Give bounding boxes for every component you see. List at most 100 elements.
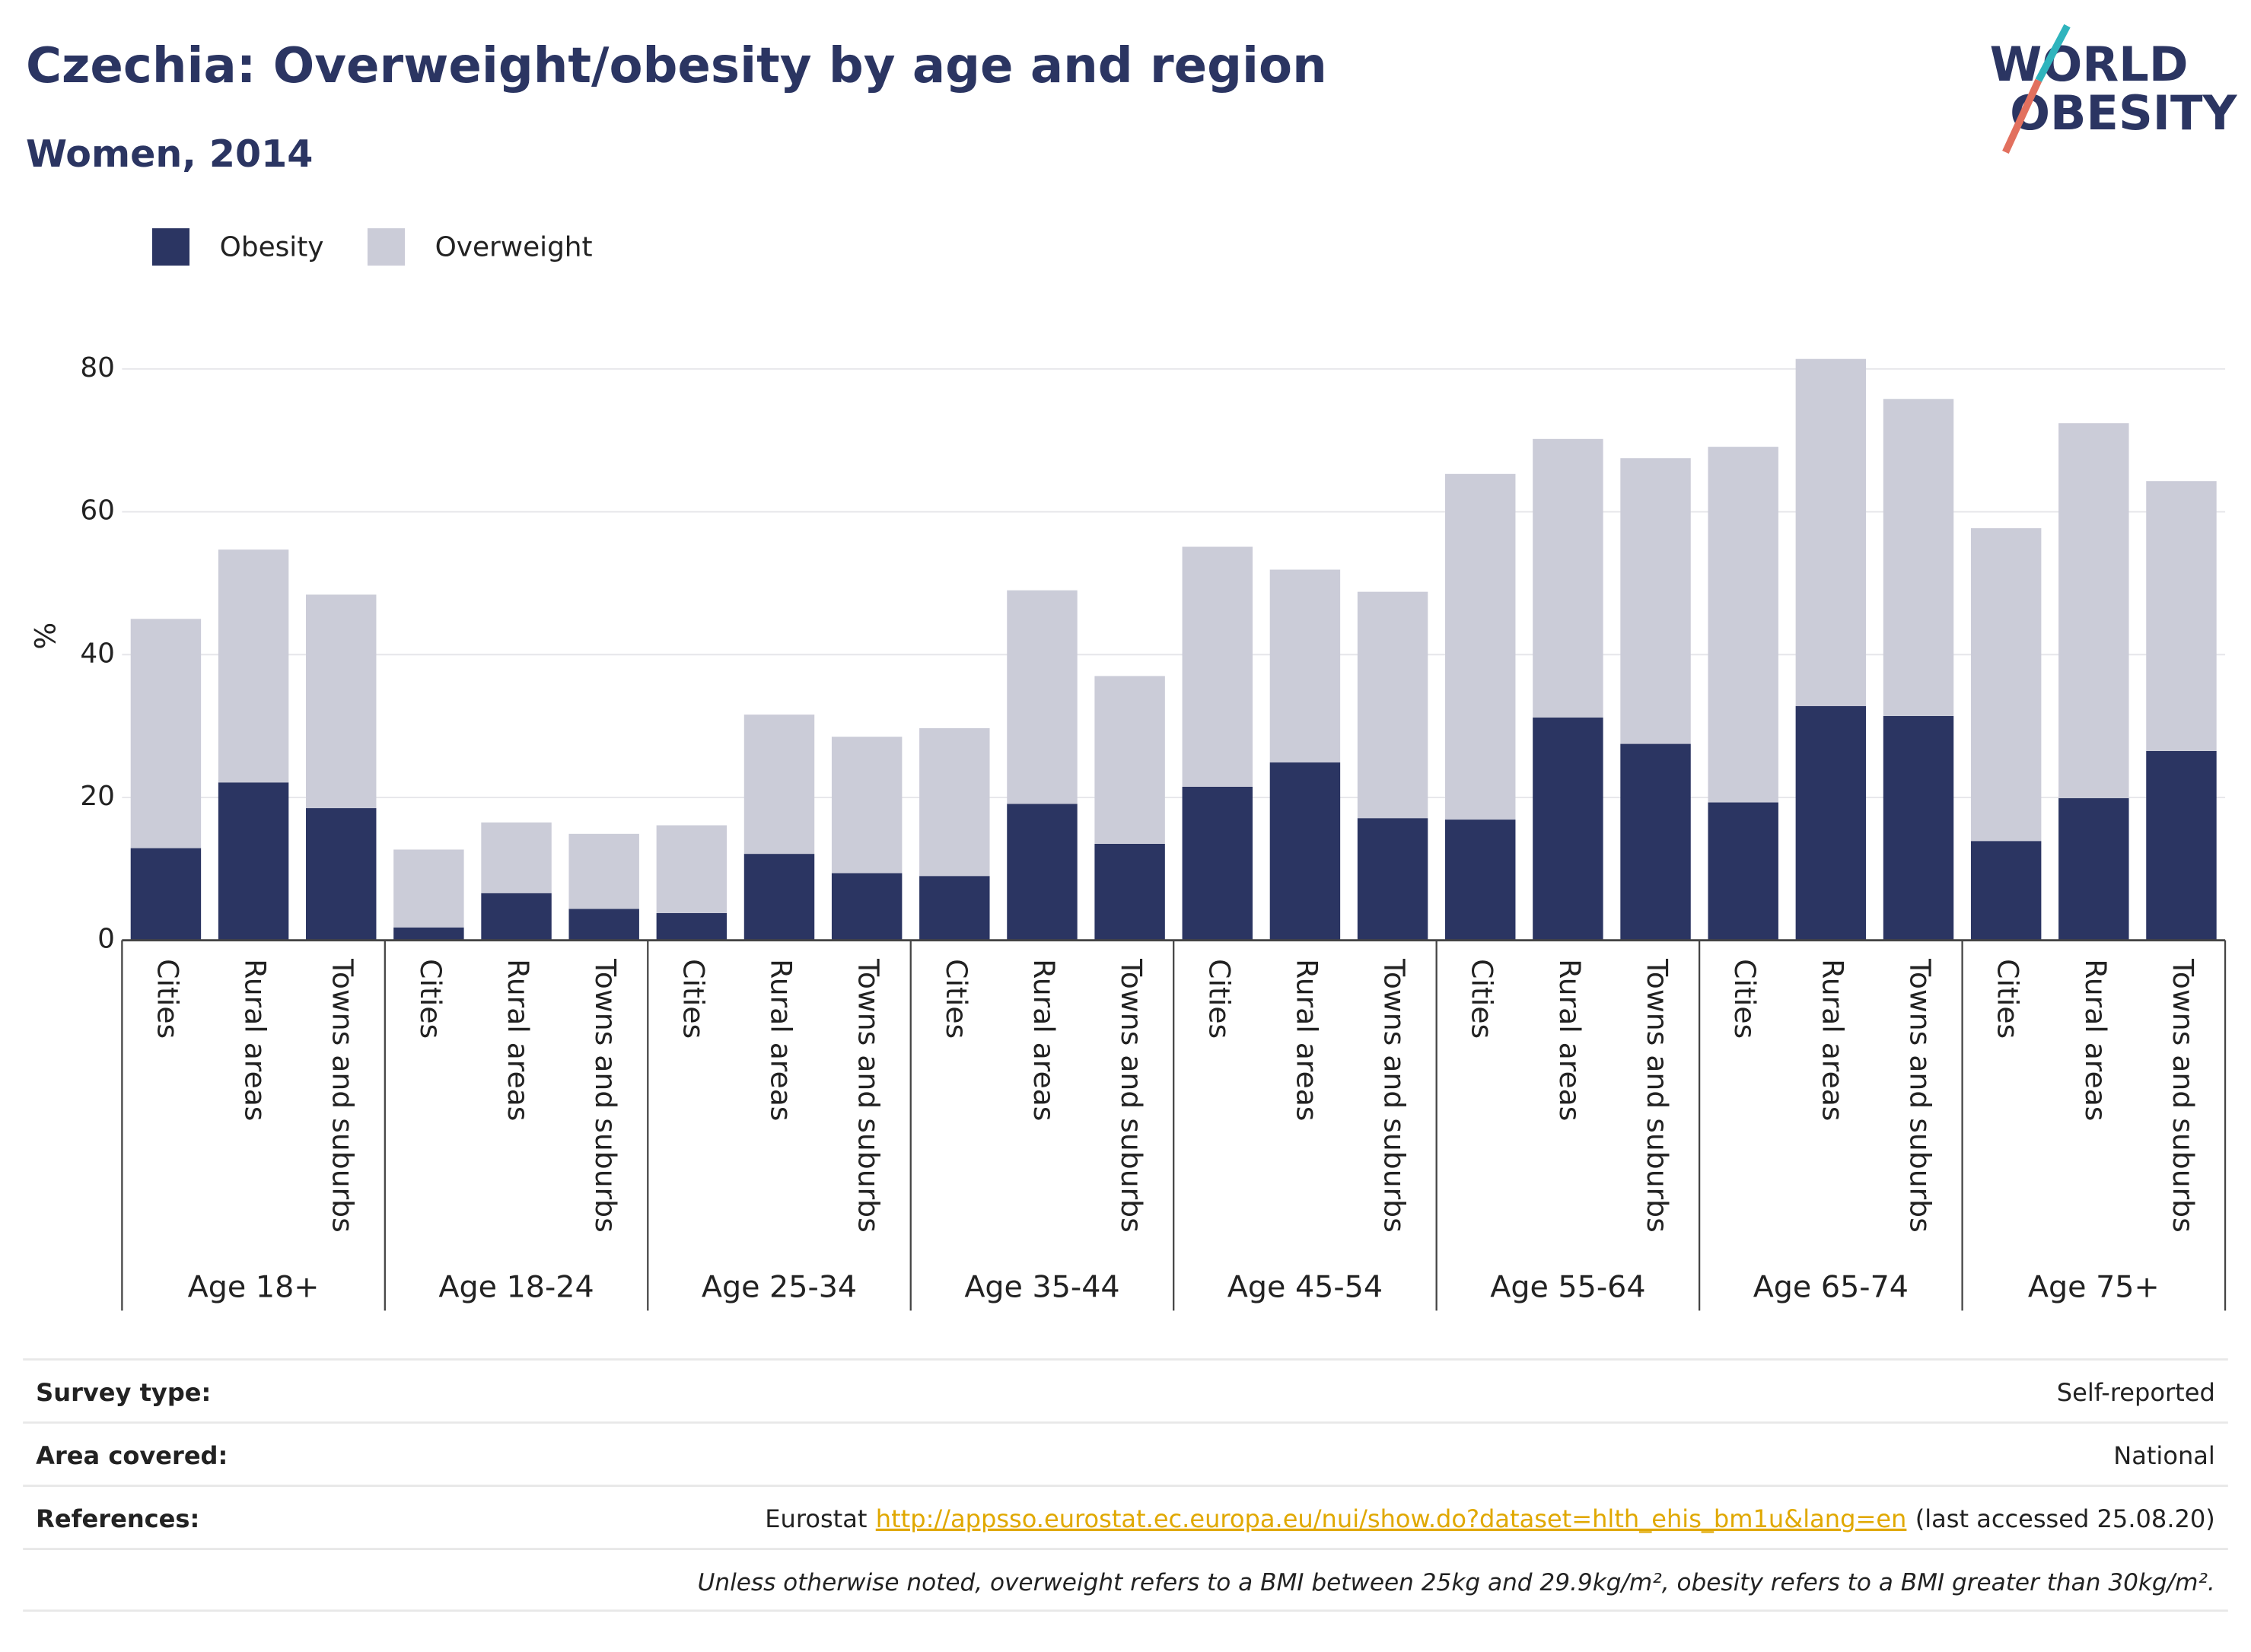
- y-tick-label: 0: [97, 924, 115, 955]
- legend-swatch: [151, 228, 190, 266]
- bar-segment: [1445, 820, 1516, 941]
- x-tick-label: Towns and suburbs: [1641, 958, 1674, 1233]
- bar-segment: [2058, 797, 2129, 941]
- row-value: Eurostat http://appsso.eurostat.ec.europa…: [765, 1504, 2215, 1533]
- x-tick-label: Towns and suburbs: [2167, 958, 2200, 1233]
- bar-segment: [1883, 399, 1954, 716]
- chart-subtitle: Women, 2014: [26, 132, 313, 176]
- bar-segment: [393, 927, 464, 941]
- bar-segment: [568, 909, 639, 941]
- group-label: Age 18+: [188, 1270, 320, 1305]
- bar-segment: [1533, 717, 1603, 941]
- bar-segment: [1182, 546, 1253, 787]
- y-tick-label: 40: [80, 638, 115, 669]
- y-tick-label: 60: [80, 495, 115, 527]
- bar-segment: [2146, 750, 2217, 941]
- x-tick-label: Cities: [1992, 959, 2025, 1039]
- bar-segment: [919, 727, 990, 877]
- footnote: Unless otherwise noted, overweight refer…: [698, 1569, 2215, 1596]
- x-tick-label: Cities: [1202, 959, 1236, 1039]
- bar-segment: [481, 822, 552, 893]
- x-tick-label: Rural areas: [765, 959, 798, 1121]
- bar-segment: [130, 619, 202, 848]
- group-label: Age 55-64: [1490, 1270, 1645, 1305]
- bar-segment: [1269, 569, 1341, 762]
- logo-slash: [2035, 24, 2071, 82]
- bar-segment: [2146, 481, 2217, 751]
- row-label: References:: [36, 1504, 199, 1533]
- bar-segment: [1970, 841, 2042, 941]
- group-label: Age 65-74: [1753, 1270, 1909, 1305]
- x-tick-label: Towns and suburbs: [326, 958, 360, 1233]
- bar-segment: [1620, 743, 1691, 941]
- y-axis-label: %: [29, 622, 62, 650]
- bar-segment: [1357, 818, 1428, 941]
- bar-segment: [1883, 715, 1954, 941]
- y-tick-label: 20: [80, 781, 115, 812]
- bar-segment: [1533, 438, 1603, 718]
- x-tick-label: Cities: [151, 959, 184, 1039]
- bar-segment: [1795, 358, 1867, 706]
- row-label: Survey type:: [36, 1378, 211, 1407]
- bar-segment: [1094, 843, 1165, 941]
- row-label: Area covered:: [36, 1441, 228, 1470]
- x-tick-label: Cities: [677, 959, 710, 1039]
- legend-label: Overweight: [435, 231, 593, 263]
- row-value: Self-reported: [2057, 1378, 2215, 1407]
- x-tick-label: Rural areas: [2079, 959, 2113, 1121]
- logo-text: WORLD: [1990, 37, 2189, 92]
- bar-segment: [743, 715, 815, 855]
- bar-segment: [306, 594, 377, 809]
- bar-segment: [1970, 528, 2042, 842]
- bar-segment: [1094, 676, 1165, 844]
- group-label: Age 45-54: [1227, 1270, 1383, 1305]
- x-tick-label: Cities: [414, 959, 447, 1039]
- bar-segment: [568, 833, 639, 909]
- bar-segment: [218, 782, 289, 941]
- bar-segment: [481, 893, 552, 941]
- bar-segment: [919, 876, 990, 941]
- bar-segment: [656, 912, 728, 941]
- x-tick-label: Towns and suburbs: [852, 958, 886, 1233]
- bar-segment: [1708, 447, 1778, 803]
- reference-link[interactable]: http://appsso.eurostat.ec.europa.eu/nui/…: [876, 1504, 1907, 1533]
- x-tick-label: Towns and suburbs: [589, 958, 622, 1233]
- x-tick-label: Towns and suburbs: [1904, 958, 1937, 1233]
- legend-swatch: [367, 228, 405, 266]
- bar-segment: [1620, 458, 1691, 744]
- chart-title: Czechia: Overweight/obesity by age and r…: [26, 37, 1327, 94]
- bar-segment: [1182, 786, 1253, 941]
- bar-segment: [1269, 762, 1341, 941]
- x-tick-label: Towns and suburbs: [1115, 958, 1148, 1233]
- group-label: Age 25-34: [702, 1270, 857, 1305]
- bar-segment: [1007, 804, 1078, 941]
- x-tick-label: Cities: [1728, 959, 1762, 1039]
- bar-segment: [831, 737, 903, 874]
- bar-segment: [393, 849, 464, 928]
- bar-segment: [831, 873, 903, 941]
- access-note: (last accessed 25.08.20): [1915, 1504, 2215, 1533]
- group-label: Age 18-24: [438, 1270, 594, 1305]
- bar-segment: [306, 808, 377, 941]
- x-tick-label: Towns and suburbs: [1378, 958, 1412, 1233]
- x-tick-label: Rural areas: [1816, 959, 1849, 1121]
- bar-segment: [656, 825, 728, 913]
- y-tick-label: 80: [80, 352, 115, 384]
- x-tick-label: Rural areas: [501, 959, 535, 1121]
- bar-segment: [1445, 473, 1516, 820]
- logo-slash: [2002, 78, 2042, 154]
- x-tick-label: Rural areas: [1553, 959, 1587, 1121]
- bar-segment: [1357, 591, 1428, 819]
- bar-segment: [130, 848, 202, 941]
- group-label: Age 75+: [2028, 1270, 2160, 1305]
- source: Eurostat: [765, 1504, 867, 1533]
- logo-text: OBESITY: [2010, 85, 2237, 141]
- x-tick-label: Cities: [1466, 959, 1499, 1039]
- x-tick-label: Rural areas: [1290, 959, 1323, 1121]
- row-value: National: [2113, 1441, 2215, 1470]
- x-tick-label: Rural areas: [1027, 959, 1061, 1121]
- group-label: Age 35-44: [964, 1270, 1119, 1305]
- bar-segment: [1795, 705, 1867, 941]
